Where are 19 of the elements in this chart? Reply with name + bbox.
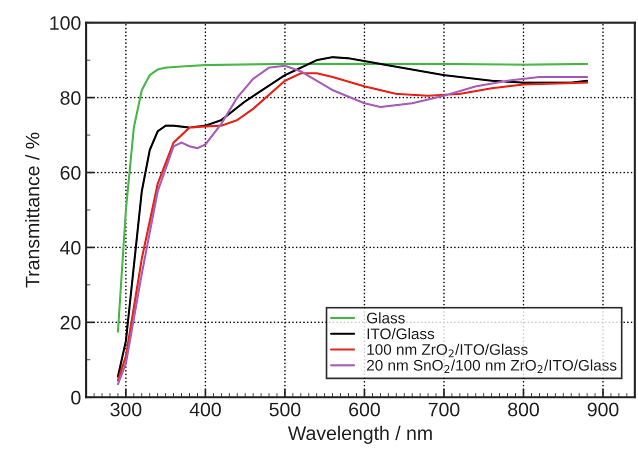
legend-label: ITO/Glass <box>368 328 434 340</box>
x-axis-title: Wavelength / nm <box>288 426 432 444</box>
legend-label: Glass <box>367 312 405 324</box>
legend-label: 100 nm ZrO$_{2}$/ITO/Glass <box>367 344 528 358</box>
legend-label: 20 nm SnO$_{2}$/100 nm ZrO$_{2}$/ITO/Glass <box>367 359 616 374</box>
x-tick-label: 600 <box>349 402 380 416</box>
x-tick-label: 300 <box>110 402 142 416</box>
x-tick-label: 800 <box>508 402 539 416</box>
y-tick-label: 80 <box>60 91 81 105</box>
x-tick-label: 900 <box>588 402 618 416</box>
x-tick-label: 500 <box>269 402 300 416</box>
y-tick-label: 60 <box>60 166 81 180</box>
y-tick-label: 100 <box>50 16 81 30</box>
x-tick-label: 700 <box>428 402 460 416</box>
y-tick-label: 40 <box>60 240 81 255</box>
y-axis-title: Transmittance / % <box>25 132 40 288</box>
y-tick-label: 20 <box>60 316 81 330</box>
y-tick-label: 0 <box>71 390 81 404</box>
x-tick-label: 400 <box>190 402 221 416</box>
